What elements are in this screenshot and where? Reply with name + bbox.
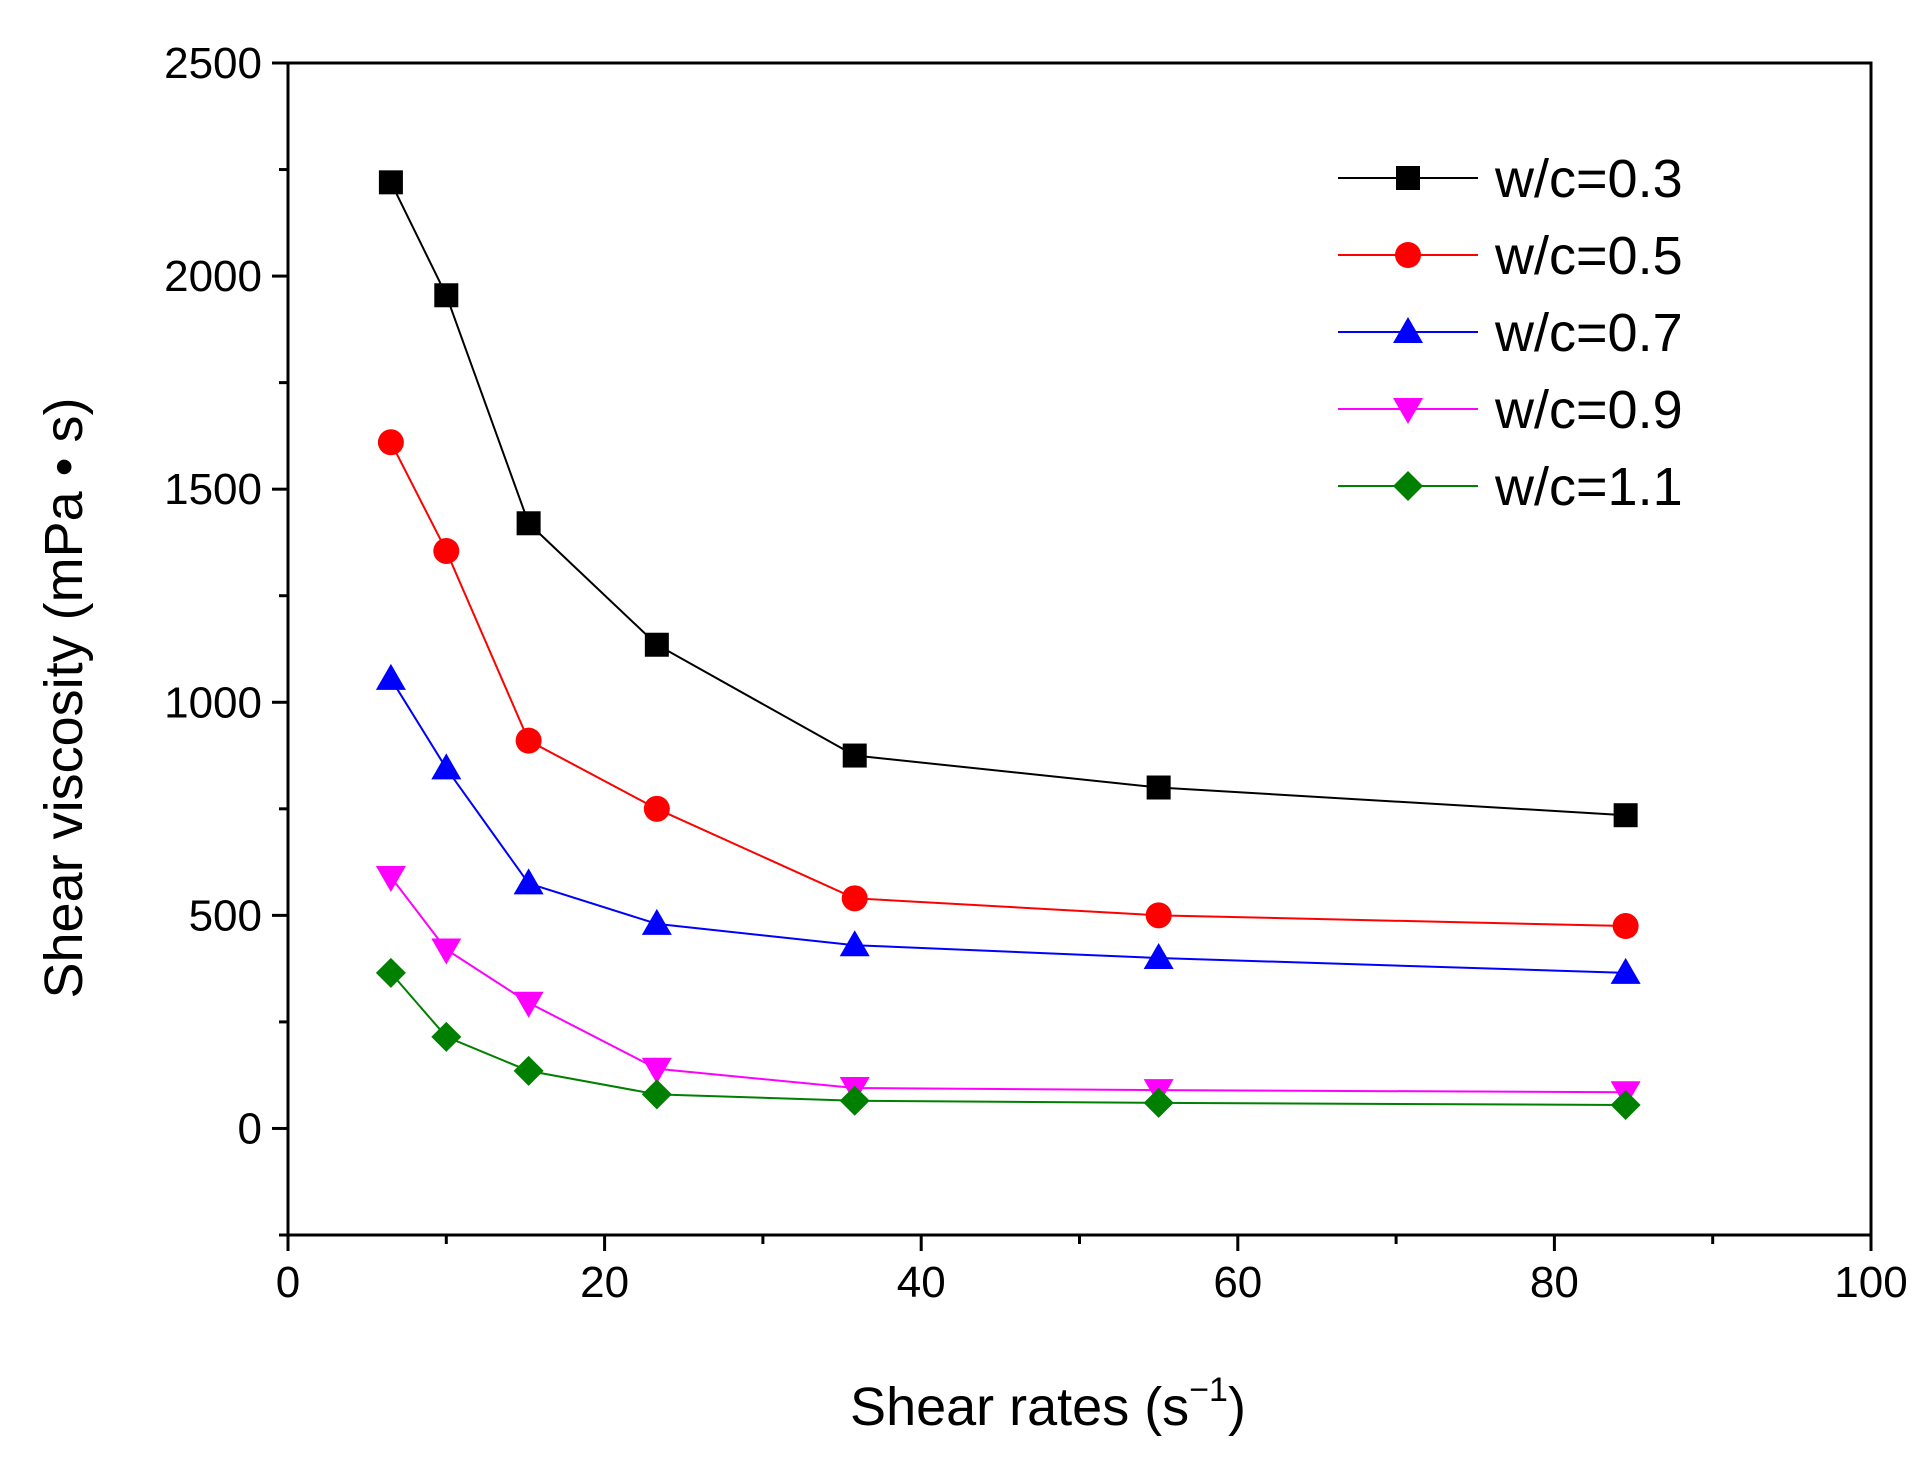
legend-entry: w/c=0.3	[1338, 149, 1683, 209]
data-point	[641, 1057, 672, 1084]
data-point	[516, 511, 541, 536]
series-w-c-0-7	[375, 663, 1641, 984]
data-point	[641, 908, 672, 935]
series-line	[389, 181, 1626, 817]
data-point	[1143, 1087, 1174, 1118]
series-w-c-0-9	[375, 866, 1641, 1108]
data-point	[431, 753, 462, 780]
legend-entry: w/c=0.5	[1338, 226, 1683, 286]
series-w-c-0-5	[377, 429, 1639, 940]
data-point	[513, 1055, 544, 1086]
data-point	[375, 866, 406, 893]
data-point	[431, 938, 462, 965]
series-layer	[375, 170, 1641, 1121]
data-point	[839, 930, 870, 957]
data-point	[513, 868, 544, 895]
data-point	[842, 743, 867, 768]
x-tick-label: 0	[276, 1258, 300, 1307]
y-tick-label: 2500	[164, 39, 262, 88]
legend-label: w/c=0.5	[1494, 226, 1683, 286]
legend-entry: w/c=0.7	[1338, 303, 1683, 363]
data-point	[841, 885, 868, 912]
data-point	[643, 795, 670, 822]
legend-marker	[1393, 471, 1423, 501]
x-tick-label: 100	[1834, 1258, 1907, 1307]
legend-marker	[1393, 398, 1423, 424]
data-point	[375, 957, 406, 988]
data-point	[1613, 803, 1638, 828]
x-tick-label: 20	[580, 1258, 629, 1307]
y-tick-label: 0	[238, 1104, 262, 1153]
data-point	[513, 991, 544, 1018]
data-point	[434, 283, 459, 308]
series-line	[390, 678, 1626, 974]
legend-marker	[1395, 242, 1421, 268]
series-w-c-0-3	[378, 170, 1638, 828]
data-point	[1610, 957, 1641, 984]
data-point	[377, 429, 404, 456]
data-point	[1145, 902, 1172, 929]
y-tick-label: 500	[189, 891, 262, 940]
y-axis-title: Shear viscosity (mPa • s)	[34, 397, 94, 998]
legend-label: w/c=0.9	[1494, 380, 1683, 440]
data-point	[431, 1021, 462, 1052]
data-point	[378, 170, 403, 195]
data-point	[433, 537, 460, 564]
legend-label: w/c=1.1	[1494, 457, 1683, 517]
y-tick-label: 1000	[164, 678, 262, 727]
data-point	[1143, 942, 1174, 969]
series-w-c-1-1	[375, 957, 1641, 1121]
legend-entry: w/c=1.1	[1338, 457, 1683, 517]
data-point	[644, 632, 669, 657]
data-point	[839, 1085, 870, 1116]
x-tick-label: 60	[1213, 1258, 1262, 1307]
data-point	[1610, 1090, 1641, 1121]
legend-entry: w/c=0.9	[1338, 380, 1683, 440]
series-line	[390, 876, 1626, 1094]
data-point	[375, 663, 406, 690]
data-point	[1612, 913, 1639, 940]
series-line	[390, 972, 1626, 1107]
data-point	[1146, 775, 1171, 800]
legend-label: w/c=0.3	[1494, 149, 1683, 209]
data-point	[641, 1079, 672, 1110]
legend: w/c=0.3 w/c=0.5 w/c=0.7 w/c=0.9 w/c=1.1	[1338, 149, 1683, 517]
x-tick-label: 40	[897, 1258, 946, 1307]
y-tick-label: 1500	[164, 465, 262, 514]
data-point	[515, 727, 542, 754]
x-axis-title: Shear rates (s−1)	[850, 1371, 1246, 1437]
x-tick-label: 80	[1530, 1258, 1579, 1307]
y-tick-label: 2000	[164, 252, 262, 301]
legend-marker	[1393, 317, 1423, 343]
series-line	[390, 441, 1626, 928]
legend-label: w/c=0.7	[1494, 303, 1683, 363]
legend-marker	[1396, 166, 1420, 190]
